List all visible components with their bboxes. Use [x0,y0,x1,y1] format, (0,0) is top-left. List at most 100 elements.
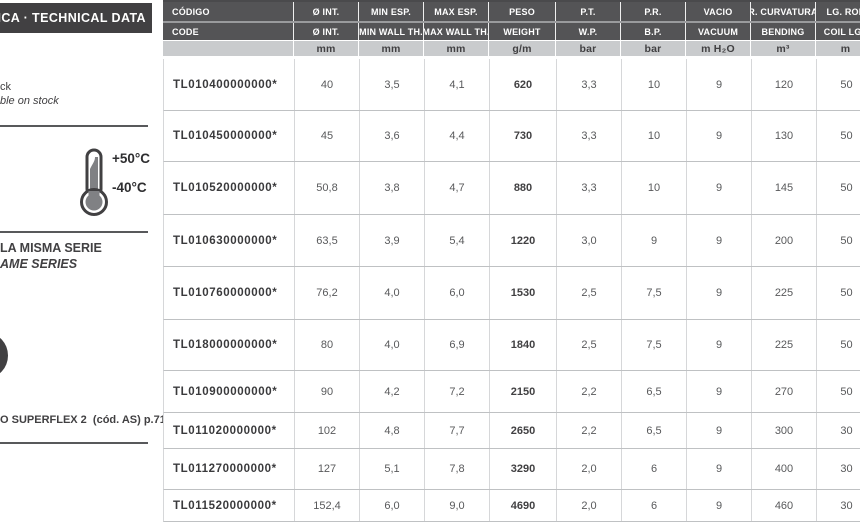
series-note-es: LA MISMA SERIE [0,241,102,255]
cell-vacuum: 9 [686,111,751,161]
cell-working-pressure: 2,2 [556,371,621,412]
cell-bending-radius: 225 [751,320,816,370]
cell-max-wall: 4,4 [424,111,489,161]
cell-max-wall: 7,8 [424,449,489,489]
cell-burst-pressure: 10 [621,59,686,110]
column-header-es: MAX ESP. [423,2,488,21]
cell-bending-radius: 200 [751,215,816,266]
temp-min: -40°C [112,180,147,195]
cell-weight: 2150 [489,371,556,412]
cell-burst-pressure: 9 [621,215,686,266]
cell-code: TL018000000000* [173,339,278,351]
cell-weight: 880 [489,162,556,214]
cell-vacuum: 9 [686,371,751,412]
cell-burst-pressure: 6 [621,449,686,489]
column-header-en: W.P. [555,23,620,40]
series-note-en: AME SERIES [0,257,78,271]
section-title-bar: NICA · TECHNICAL DATA [0,3,152,33]
table-header-row-en: CODE Ø INT. MIN WALL TH. MAX WALL TH. WEIGHT… [163,23,860,41]
table-row: TL011520000000* 152,4 6,0 9,0 4690 2,0 6… [163,490,860,522]
cell-weight: 3290 [489,449,556,489]
cell-max-wall: 4,7 [424,162,489,214]
cell-bending-radius: 145 [751,162,816,214]
cell-coil-length: 30 [816,449,860,489]
cell-weight: 1530 [489,267,556,319]
cell-weight: 1220 [489,215,556,266]
cell-burst-pressure: 10 [621,162,686,214]
cell-coil-length: 50 [816,59,860,110]
column-unit: m H₂O [685,41,750,56]
cell-vacuum: 9 [686,59,751,110]
cell-max-wall: 6,9 [424,320,489,370]
column-unit: m [815,41,860,56]
cell-coil-length: 50 [816,111,860,161]
cell-vacuum: 9 [686,413,751,448]
cell-inner-diameter: 80 [294,320,359,370]
cell-inner-diameter: 63,5 [294,215,359,266]
cell-working-pressure: 2,5 [556,267,621,319]
divider [0,231,148,233]
stock-note: ck ble on stock [0,80,59,108]
table-row: TL010520000000* 50,8 3,8 4,7 880 3,3 10 … [163,162,860,215]
cell-min-wall: 6,0 [359,490,424,521]
cell-inner-diameter: 152,4 [294,490,359,521]
cell-burst-pressure: 6,5 [621,371,686,412]
cell-weight: 1840 [489,320,556,370]
cell-max-wall: 5,4 [424,215,489,266]
table-row: TL011270000000* 127 5,1 7,8 3290 2,0 6 9… [163,449,860,490]
cell-vacuum: 9 [686,162,751,214]
cell-inner-diameter: 102 [294,413,359,448]
cell-code: TL011520000000* [173,499,277,512]
column-header-es: MIN ESP. [358,2,423,21]
cell-burst-pressure: 7,5 [621,320,686,370]
cell-working-pressure: 3,3 [556,162,621,214]
column-unit: bar [555,41,620,56]
cell-inner-diameter: 50,8 [294,162,359,214]
column-header-es: PESO [488,2,555,21]
cell-code: TL010520000000* [173,182,278,194]
series-note: LA MISMA SERIE AME SERIES [0,240,102,272]
clipped-graphic [0,333,8,378]
column-header-es: R. CURVATURA [750,2,815,21]
cell-vacuum: 9 [686,490,751,521]
cell-weight: 730 [489,111,556,161]
table-header-row-es: CÓDIGO Ø INT. MIN ESP. MAX ESP. PESO P.T. P.R.… [163,2,860,23]
cell-code: TL010760000000* [173,287,278,299]
column-unit: g/m [488,41,555,56]
divider [0,125,148,127]
cell-min-wall: 3,5 [359,59,424,110]
cell-code: TL010630000000* [173,234,278,247]
column-unit [163,41,293,56]
cell-bending-radius: 225 [751,267,816,319]
cell-coil-length: 50 [816,215,860,266]
table-row: TL010760000000* 76,2 4,0 6,0 1530 2,5 7,… [163,267,860,320]
table-row: TL011020000000* 102 4,8 7,7 2650 2,2 6,5… [163,413,860,449]
column-unit: mm [293,41,358,56]
column-header-es: LG. ROL [815,2,860,21]
cell-burst-pressure: 7,5 [621,267,686,319]
cell-min-wall: 4,2 [359,371,424,412]
cell-code: TL011270000000* [173,463,277,475]
cell-inner-diameter: 76,2 [294,267,359,319]
table-row: TL010450000000* 45 3,6 4,4 730 3,3 10 9 … [163,111,860,162]
cell-code: TL010900000000* [173,385,278,398]
cell-weight: 620 [489,59,556,110]
cell-bending-radius: 130 [751,111,816,161]
cell-code: TL010450000000* [173,130,278,142]
column-unit: bar [620,41,685,56]
cell-vacuum: 9 [686,215,751,266]
cell-min-wall: 3,6 [359,111,424,161]
cell-working-pressure: 3,3 [556,111,621,161]
cell-code: TL011020000000* [173,424,277,437]
column-unit: mm [423,41,488,56]
cell-coil-length: 50 [816,162,860,214]
table-units-row: mm mm mm g/m bar bar m H₂O m³ m [163,41,860,56]
cell-weight: 2650 [489,413,556,448]
cell-burst-pressure: 6,5 [621,413,686,448]
thermometer-icon [80,148,108,216]
column-header-en: MIN WALL TH. [358,23,423,40]
cell-min-wall: 4,0 [359,267,424,319]
cell-max-wall: 9,0 [424,490,489,521]
cell-working-pressure: 3,0 [556,215,621,266]
